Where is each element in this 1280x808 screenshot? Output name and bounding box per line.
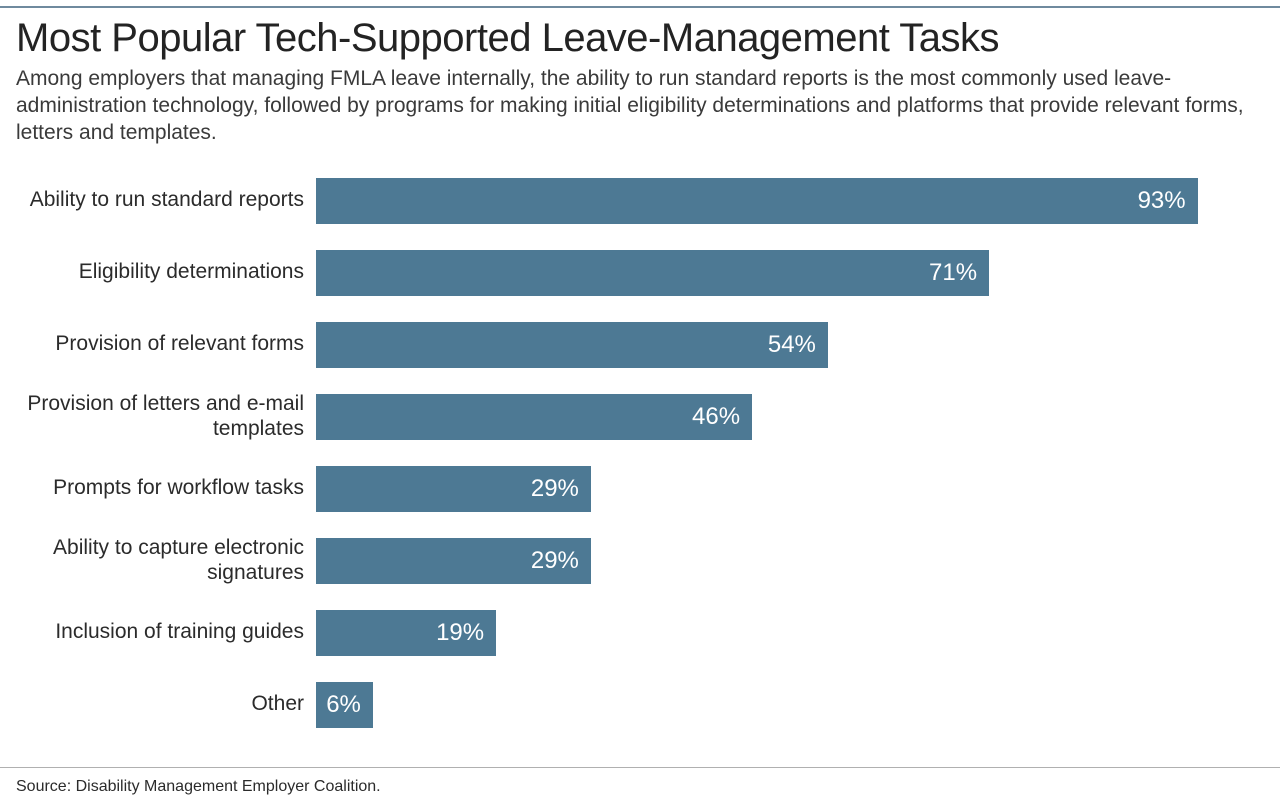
bar: 19% [316,610,496,656]
bar-track: 46% [316,394,1264,440]
bar: 54% [316,322,828,368]
bar-track: 54% [316,322,1264,368]
bar-track: 93% [316,178,1264,224]
bar-value: 29% [531,547,579,575]
bar-track: 71% [316,250,1264,296]
bar: 93% [316,178,1198,224]
bar-label: Ability to run standard reports [16,188,316,213]
bar-row: Inclusion of training guides 19% [16,597,1264,669]
bar-value: 29% [531,475,579,503]
bar-row: Prompts for workflow tasks 29% [16,453,1264,525]
bar-label: Provision of letters and e-mail template… [16,392,316,442]
bar-row: Ability to capture electronic signatures… [16,525,1264,597]
bar: 71% [316,250,989,296]
bottom-rule [0,767,1280,768]
bar-value: 46% [692,403,740,431]
bar-row: Provision of letters and e-mail template… [16,381,1264,453]
bar: 29% [316,538,591,584]
bar-label: Prompts for workflow tasks [16,476,316,501]
bar-track: 29% [316,466,1264,512]
bar-value: 6% [326,691,361,719]
bar-value: 54% [768,331,816,359]
bar-label: Ability to capture electronic signatures [16,536,316,586]
bar: 29% [316,466,591,512]
chart-source: Source: Disability Management Employer C… [16,778,381,796]
bar-track: 19% [316,610,1264,656]
top-rule [0,6,1280,8]
bar-label: Eligibility determinations [16,260,316,285]
bar-value: 19% [436,619,484,647]
chart-title: Most Popular Tech-Supported Leave-Manage… [0,16,1280,62]
bar: 6% [316,682,373,728]
bar-row: Other 6% [16,669,1264,741]
bar-value: 93% [1138,187,1186,215]
bar-track: 29% [316,538,1264,584]
bar-value: 71% [929,259,977,287]
bar-label: Inclusion of training guides [16,620,316,645]
bar-label: Other [16,692,316,717]
bar: 46% [316,394,752,440]
chart-subtitle: Among employers that managing FMLA leave… [0,62,1280,165]
chart-container: Most Popular Tech-Supported Leave-Manage… [0,6,1280,808]
bar-row: Ability to run standard reports 93% [16,165,1264,237]
bar-label: Provision of relevant forms [16,332,316,357]
bar-row: Provision of relevant forms 54% [16,309,1264,381]
bar-chart: Ability to run standard reports 93% Eligib… [0,165,1280,741]
bar-row: Eligibility determinations 71% [16,237,1264,309]
bar-track: 6% [316,682,1264,728]
